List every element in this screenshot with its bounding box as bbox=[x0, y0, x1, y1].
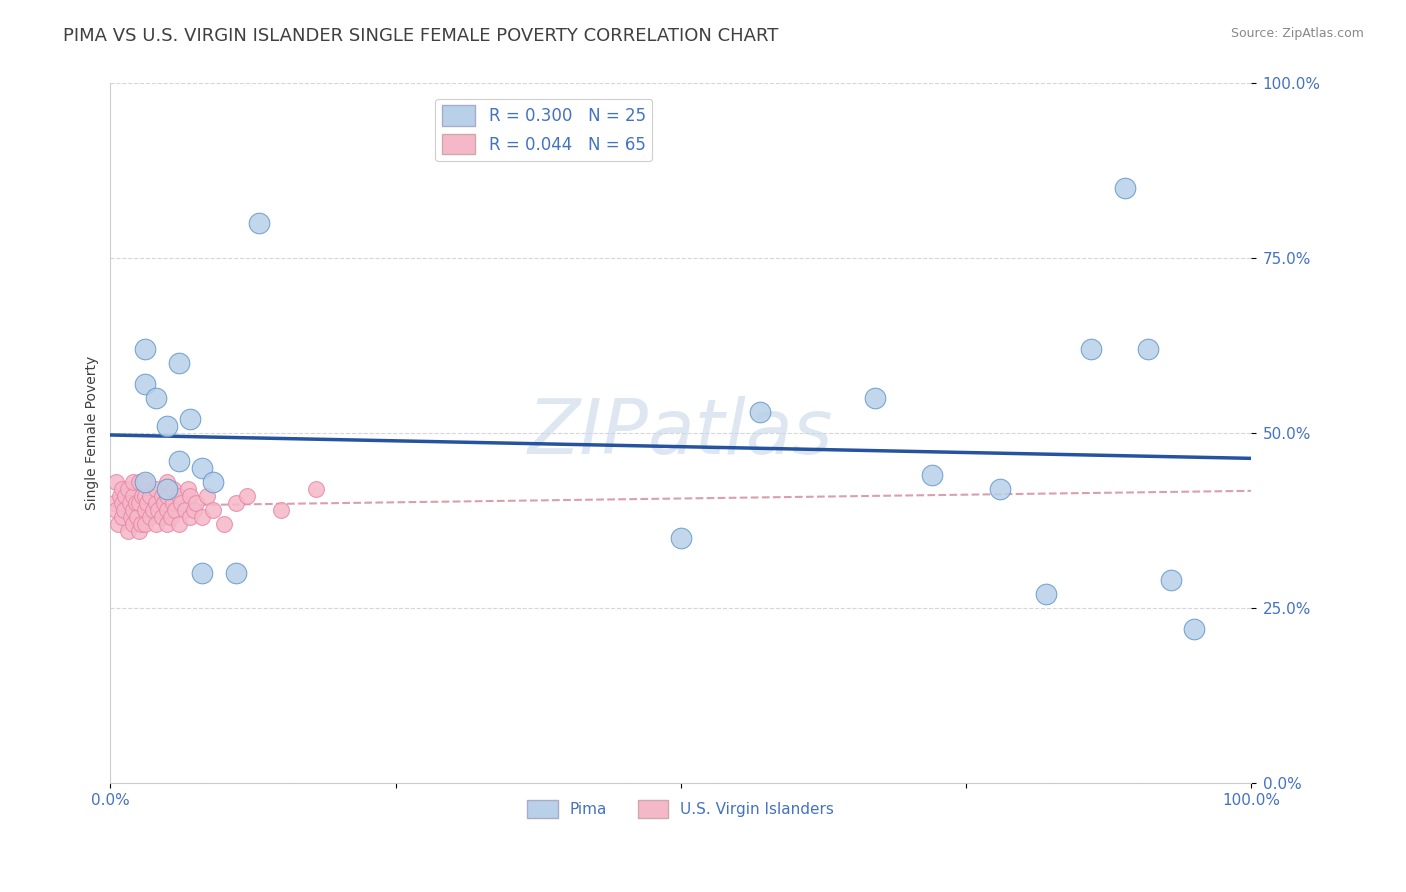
Point bbox=[107, 517, 129, 532]
Point bbox=[247, 216, 270, 230]
Point bbox=[1114, 181, 1136, 195]
Point bbox=[145, 391, 167, 405]
Point bbox=[184, 496, 207, 510]
Point bbox=[114, 489, 136, 503]
Point bbox=[305, 482, 328, 496]
Point bbox=[139, 489, 162, 503]
Point bbox=[225, 496, 247, 510]
Point bbox=[128, 496, 150, 510]
Point bbox=[142, 503, 165, 517]
Point bbox=[162, 496, 184, 510]
Point bbox=[669, 531, 692, 545]
Point bbox=[156, 482, 179, 496]
Text: PIMA VS U.S. VIRGIN ISLANDER SINGLE FEMALE POVERTY CORRELATION CHART: PIMA VS U.S. VIRGIN ISLANDER SINGLE FEMA… bbox=[63, 27, 779, 45]
Point bbox=[167, 454, 190, 468]
Point bbox=[108, 489, 131, 503]
Point bbox=[111, 482, 134, 496]
Point bbox=[118, 496, 141, 510]
Point bbox=[1137, 343, 1160, 357]
Point bbox=[150, 489, 173, 503]
Point bbox=[145, 496, 167, 510]
Point bbox=[125, 510, 148, 524]
Point bbox=[183, 503, 205, 517]
Point bbox=[863, 391, 886, 405]
Text: ZIPatlas: ZIPatlas bbox=[529, 396, 834, 470]
Point bbox=[134, 517, 156, 532]
Point bbox=[156, 503, 179, 517]
Point bbox=[167, 356, 190, 370]
Point bbox=[120, 510, 142, 524]
Point bbox=[179, 412, 201, 426]
Point bbox=[236, 489, 259, 503]
Point bbox=[129, 517, 152, 532]
Point bbox=[202, 503, 225, 517]
Legend: Pima, U.S. Virgin Islanders: Pima, U.S. Virgin Islanders bbox=[520, 794, 841, 824]
Point bbox=[139, 510, 162, 524]
Point bbox=[156, 489, 179, 503]
Point bbox=[156, 419, 179, 434]
Point bbox=[145, 517, 167, 532]
Point bbox=[111, 496, 134, 510]
Point bbox=[122, 475, 145, 490]
Point bbox=[112, 503, 135, 517]
Point bbox=[162, 482, 184, 496]
Point bbox=[122, 489, 145, 503]
Point bbox=[122, 503, 145, 517]
Point bbox=[988, 482, 1011, 496]
Point bbox=[202, 475, 225, 490]
Point bbox=[128, 524, 150, 538]
Point bbox=[150, 510, 173, 524]
Point bbox=[134, 475, 156, 490]
Point bbox=[105, 503, 128, 517]
Point bbox=[179, 489, 201, 503]
Point bbox=[117, 524, 139, 538]
Point bbox=[214, 517, 236, 532]
Y-axis label: Single Female Poverty: Single Female Poverty bbox=[86, 356, 100, 510]
Point bbox=[179, 510, 201, 524]
Point bbox=[156, 517, 179, 532]
Point bbox=[749, 405, 772, 419]
Point bbox=[134, 475, 156, 490]
Point bbox=[921, 468, 943, 483]
Point bbox=[134, 503, 156, 517]
Point bbox=[165, 503, 187, 517]
Point bbox=[145, 482, 167, 496]
Point bbox=[225, 566, 247, 581]
Point bbox=[111, 510, 134, 524]
Point bbox=[148, 503, 170, 517]
Point bbox=[195, 489, 218, 503]
Point bbox=[1160, 573, 1182, 587]
Point bbox=[156, 475, 179, 490]
Point bbox=[270, 503, 292, 517]
Point bbox=[167, 489, 190, 503]
Point bbox=[167, 517, 190, 532]
Point bbox=[134, 377, 156, 392]
Point bbox=[134, 489, 156, 503]
Point bbox=[128, 475, 150, 490]
Point bbox=[131, 489, 153, 503]
Point bbox=[1182, 622, 1205, 636]
Point bbox=[190, 566, 212, 581]
Point bbox=[135, 496, 157, 510]
Point bbox=[124, 496, 146, 510]
Point bbox=[1080, 343, 1102, 357]
Point bbox=[122, 517, 145, 532]
Point bbox=[153, 496, 176, 510]
Point bbox=[173, 503, 195, 517]
Point bbox=[190, 510, 212, 524]
Point bbox=[170, 496, 193, 510]
Point bbox=[177, 482, 200, 496]
Point bbox=[134, 343, 156, 357]
Point bbox=[190, 461, 212, 475]
Text: Source: ZipAtlas.com: Source: ZipAtlas.com bbox=[1230, 27, 1364, 40]
Point bbox=[103, 496, 125, 510]
Point bbox=[105, 475, 128, 490]
Point bbox=[1035, 587, 1057, 601]
Point bbox=[117, 482, 139, 496]
Point bbox=[160, 510, 183, 524]
